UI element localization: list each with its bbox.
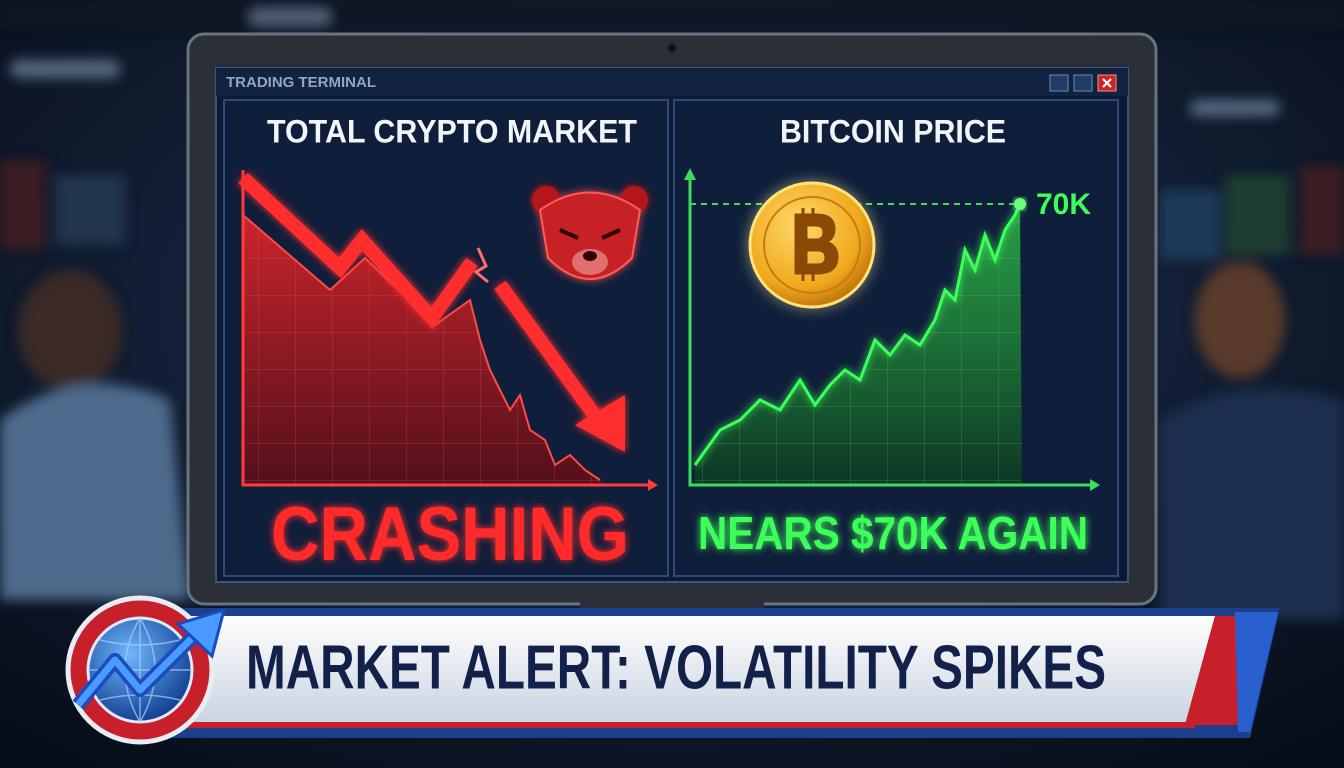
minimize-button[interactable] (1049, 74, 1069, 92)
maximize-button[interactable] (1073, 74, 1093, 92)
bitcoin-status: NEARS $70K AGAIN (698, 507, 1088, 559)
bitcoin-coin (746, 179, 878, 311)
title-bar (216, 68, 1128, 96)
close-icon (1102, 78, 1112, 88)
window-title: TRADING TERMINAL (226, 74, 376, 91)
crash-chart (238, 170, 658, 491)
market-status: CRASHING (271, 492, 629, 577)
panel-title: BITCOIN PRICE (780, 113, 1006, 149)
panel-title: TOTAL CRYPTO MARKET (267, 113, 637, 149)
bitcoin-panel (673, 99, 1119, 577)
camera (668, 44, 676, 52)
alert-banner (150, 608, 1280, 738)
price-label: 70K (1036, 188, 1091, 221)
alert-logo (65, 595, 227, 745)
banner-text: MARKET ALERT: VOLATILITY SPIKES (246, 633, 1106, 702)
background-office (0, 0, 1344, 620)
bitcoin-chart (684, 168, 1100, 491)
bear-icon (532, 186, 648, 280)
